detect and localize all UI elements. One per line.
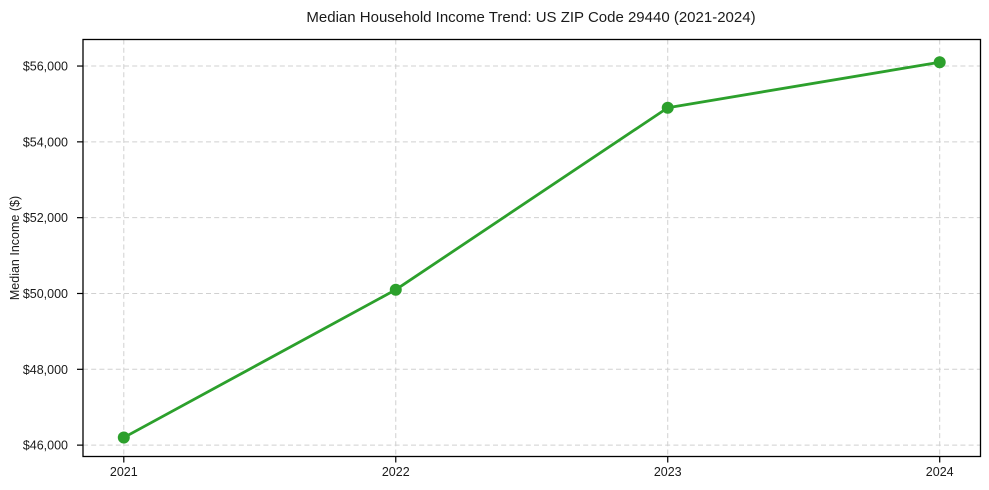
y-axis-tick-label: $46,000 xyxy=(23,439,68,453)
chart-title: Median Household Income Trend: US ZIP Co… xyxy=(306,9,755,26)
y-axis-tick-label: $56,000 xyxy=(23,60,68,74)
series-layer xyxy=(117,56,946,444)
x-axis-tick-label: 2023 xyxy=(654,465,682,479)
y-axis-tick-label: $48,000 xyxy=(23,363,68,377)
y-axis-tick-label: $52,000 xyxy=(23,211,68,225)
x-axis-tick-label: 2021 xyxy=(110,465,138,479)
data-point-marker xyxy=(389,283,402,296)
axis-layer: $46,000 $48,000 $50,000 $52,000 $54,000 $56,0… xyxy=(23,38,982,479)
plot-frame xyxy=(82,38,982,458)
y-axis-tick-label: $50,000 xyxy=(23,287,68,301)
data-point-marker xyxy=(933,56,946,69)
data-point-marker xyxy=(117,431,130,444)
grid-layer xyxy=(83,39,981,457)
x-axis-tick-label: 2022 xyxy=(382,465,410,479)
y-axis-tick-label: $54,000 xyxy=(23,135,68,149)
income-trend-line xyxy=(122,60,942,439)
data-point-marker xyxy=(661,101,674,114)
y-axis-label: Median Income ($) xyxy=(8,196,22,300)
x-axis-tick-label: 2024 xyxy=(926,465,954,479)
